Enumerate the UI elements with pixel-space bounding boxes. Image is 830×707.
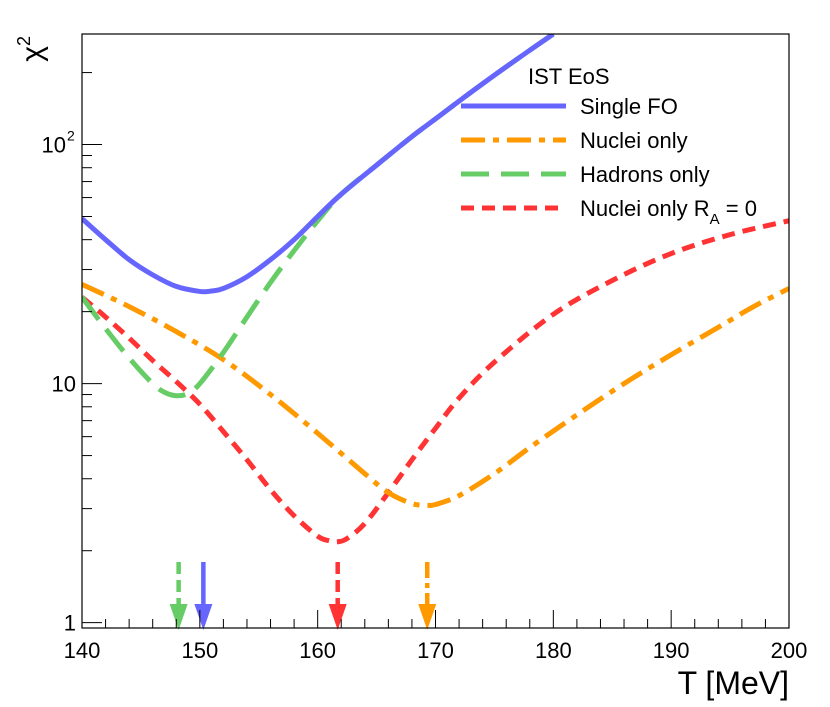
minimum-arrow [418, 562, 437, 630]
minimum-arrows [169, 562, 437, 630]
legend: IST EoS Single FO Nuclei only Hadrons only N… [461, 64, 757, 228]
y-tick-label: 10 [42, 133, 66, 158]
arrow-head [194, 604, 213, 630]
arrow-head [328, 604, 347, 630]
legend-label: Nuclei only [580, 128, 688, 153]
legend-label: Hadrons only [580, 162, 710, 187]
legend-label: Single FO [580, 94, 678, 119]
x-tick-label: 200 [771, 638, 808, 663]
series-line-nuclei-only [82, 282, 789, 509]
series-layer [82, 34, 789, 545]
x-tick-label: 140 [64, 638, 101, 663]
minimum-arrow [169, 562, 188, 630]
x-tick-label: 150 [181, 638, 218, 663]
arrow-head [169, 604, 188, 630]
legend-entry: Single FO [461, 94, 678, 119]
x-axis-label: T [MeV] [678, 665, 789, 701]
legend-entry: Hadrons only [461, 162, 710, 187]
y-tick-label: 1 [64, 611, 76, 636]
legend-label: Nuclei only RA = 0 [580, 196, 757, 228]
x-tick-label: 170 [417, 638, 454, 663]
arrow-head [418, 604, 437, 630]
legend-entry: Nuclei only [461, 128, 688, 153]
y-tick-exponent: 2 [67, 128, 75, 144]
minimum-arrow [194, 562, 213, 630]
x-tick-label: 160 [299, 638, 336, 663]
series-line-single-fo [82, 34, 555, 295]
legend-title: IST EoS [528, 64, 610, 89]
legend-entry: Nuclei only RA = 0 [461, 196, 757, 228]
series-line-nuclei-only-r-a-0 [82, 218, 789, 545]
x-tick-label: 180 [535, 638, 572, 663]
minimum-arrow [328, 562, 347, 630]
x-tick-label: 190 [653, 638, 690, 663]
y-axis-label: χ2 [14, 36, 49, 62]
y-tick-label: 10 [52, 372, 76, 397]
